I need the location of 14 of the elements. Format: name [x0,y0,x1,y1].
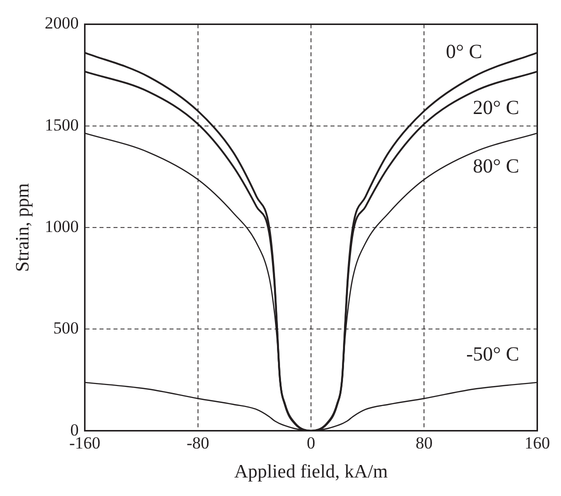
y-tick-label: 1500 [44,115,79,134]
x-tick-label: 160 [524,433,550,452]
y-tick-label: 2000 [44,14,79,33]
series-label: -50° C [466,344,520,366]
x-tick-label: -80 [186,433,210,452]
y-tick-label: 500 [53,318,79,338]
series-label: 0° C [446,40,482,63]
series-label: 80° C [472,155,520,178]
series-label: 20° C [472,96,520,119]
y-tick-label: 1000 [44,216,79,236]
x-axis-title: Applied field, kA/m [234,462,388,483]
x-tick-label: 0 [306,433,316,452]
y-axis-title: Strain, ppm [12,182,34,272]
x-tick-label: 80 [416,433,433,452]
